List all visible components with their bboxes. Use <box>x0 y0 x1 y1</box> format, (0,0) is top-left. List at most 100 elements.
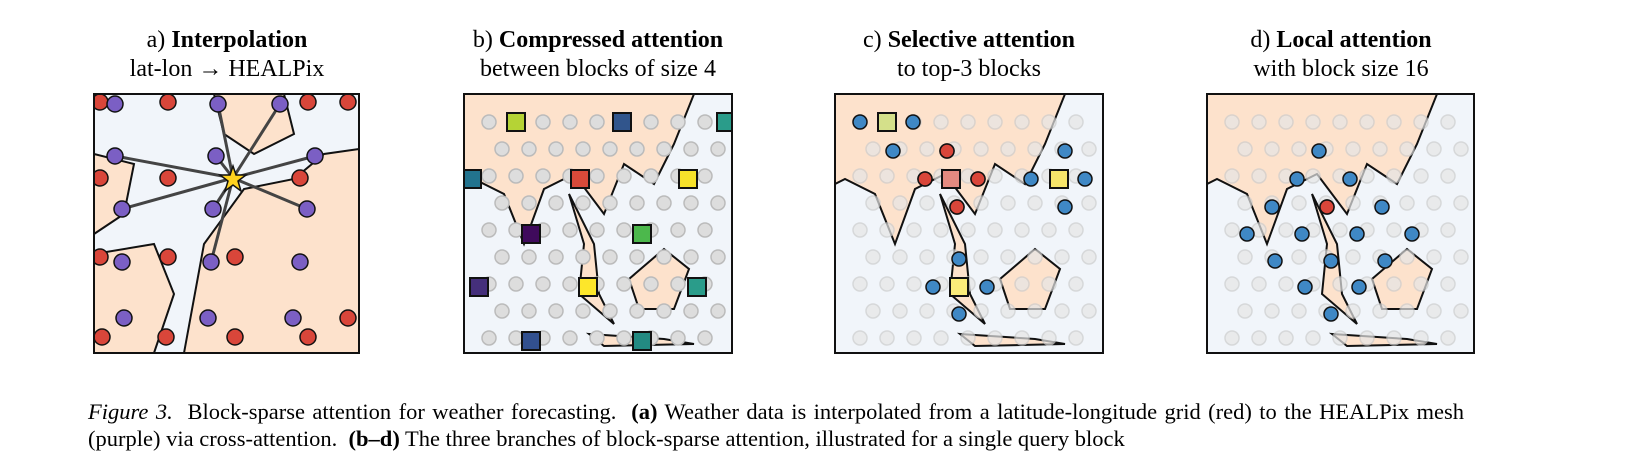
attended-point <box>925 279 941 295</box>
grid-point <box>906 330 922 346</box>
grid-point <box>602 141 618 157</box>
grid-point <box>906 222 922 238</box>
panel-title: d) Local attention <box>1250 27 1431 53</box>
grid-point <box>616 276 632 292</box>
grid-point <box>1278 276 1294 292</box>
grid-point <box>697 168 713 184</box>
grid-point <box>1332 222 1348 238</box>
panel-frame <box>463 93 733 354</box>
grid-point <box>1027 303 1043 319</box>
grid-point <box>562 222 578 238</box>
grid-point <box>1372 141 1388 157</box>
grid-point <box>1454 358 1468 372</box>
grid-point <box>1278 114 1294 130</box>
latlon-point <box>226 328 244 346</box>
grid-point <box>1224 276 1240 292</box>
grid-point <box>602 195 618 211</box>
grid-point <box>973 249 989 265</box>
grid-point <box>589 330 605 346</box>
grid-point <box>852 276 868 292</box>
grid-point <box>1319 358 1333 372</box>
grid-point <box>697 114 713 130</box>
latlon-point <box>94 248 109 266</box>
grid-point <box>919 195 935 211</box>
land <box>94 242 176 353</box>
grid-point <box>535 276 551 292</box>
grid-point <box>616 222 632 238</box>
grid-point <box>1014 222 1030 238</box>
grid-point <box>549 358 563 372</box>
grid-point <box>1000 141 1016 157</box>
grid-point <box>1359 330 1375 346</box>
grid-point <box>643 276 659 292</box>
local-point <box>1342 171 1358 187</box>
grid-point <box>508 168 524 184</box>
grid-point <box>987 114 1003 130</box>
grid-point <box>711 358 725 372</box>
grid-point <box>919 249 935 265</box>
grid-point <box>1372 303 1388 319</box>
local-point <box>1267 253 1283 269</box>
healpix-point <box>306 147 324 165</box>
healpix-point <box>271 95 289 113</box>
grid-point <box>683 195 699 211</box>
caption-bold: (b–d) <box>348 426 400 451</box>
local-point <box>1264 199 1280 215</box>
grid-point <box>893 358 907 372</box>
local-point <box>1404 226 1420 242</box>
connection <box>216 103 235 179</box>
panel-name: Compressed attention <box>499 27 723 53</box>
land <box>182 147 359 353</box>
grid-point <box>892 249 908 265</box>
healpix-point <box>106 95 124 113</box>
grid-point <box>1041 276 1057 292</box>
grid-point <box>920 358 934 372</box>
block-summary <box>464 169 482 189</box>
panel-label: c) <box>863 27 882 53</box>
connection <box>121 176 234 211</box>
grid-point <box>1426 141 1442 157</box>
grid-point <box>575 195 591 211</box>
grid-point <box>1373 358 1387 372</box>
grid-point <box>947 358 961 372</box>
grid-point <box>1359 114 1375 130</box>
grid-point <box>1386 114 1402 130</box>
block-summary <box>469 277 489 297</box>
connection <box>114 154 234 180</box>
latlon-point <box>94 328 111 346</box>
grid-point <box>1054 303 1070 319</box>
grid-point <box>1278 222 1294 238</box>
grid-point <box>1237 195 1253 211</box>
grid-point <box>1399 195 1415 211</box>
grid-point <box>1440 114 1456 130</box>
grid-point <box>1413 114 1429 130</box>
connection <box>209 177 235 263</box>
caption-text: Weather data is interpolated from a lati… <box>88 399 1465 451</box>
attended-point <box>1023 171 1039 187</box>
grid-point <box>684 358 698 372</box>
block-summary <box>678 169 698 189</box>
grid-point <box>1453 249 1469 265</box>
grid-point <box>974 358 988 372</box>
grid-point <box>906 276 922 292</box>
grid-point <box>1399 141 1415 157</box>
grid-point <box>508 330 524 346</box>
map-content <box>94 94 359 353</box>
grid-point <box>1264 303 1280 319</box>
grid-point <box>987 330 1003 346</box>
grid-point <box>1081 303 1097 319</box>
map-content <box>464 94 732 372</box>
latlon-point <box>94 169 109 187</box>
attended-point <box>1077 171 1093 187</box>
local-point <box>1297 279 1313 295</box>
grid-point <box>1386 276 1402 292</box>
grid-point <box>1345 195 1361 211</box>
panel-title: b) Compressed attention <box>473 27 723 53</box>
latlon-point <box>299 94 317 111</box>
grid-point <box>1068 114 1084 130</box>
connection <box>232 176 308 211</box>
healpix-point <box>199 309 217 327</box>
grid-point <box>697 330 713 346</box>
latlon-point <box>299 328 317 346</box>
grid-point <box>973 141 989 157</box>
